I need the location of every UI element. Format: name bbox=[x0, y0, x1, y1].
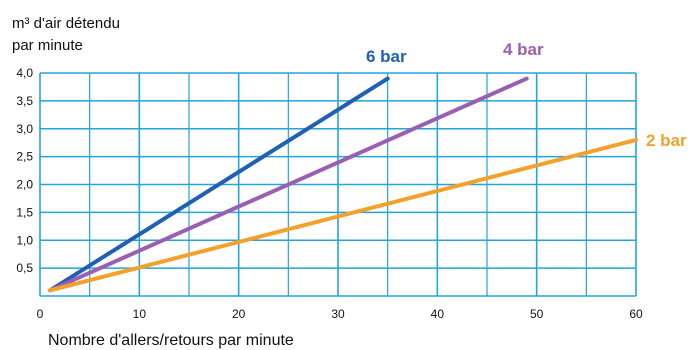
y-tick-label: 3,0 bbox=[16, 122, 33, 136]
tick-labels: 0 10 20 30 40 50 60 0,5 1,0 1,5 2,0 2,5 3,0 3,5 4,0 bbox=[16, 66, 643, 321]
y-tick-label: 1,5 bbox=[16, 205, 33, 219]
x-tick-label: 60 bbox=[629, 307, 643, 321]
x-tick-label: 50 bbox=[530, 307, 544, 321]
x-tick-label: 10 bbox=[133, 307, 147, 321]
x-tick-label: 30 bbox=[331, 307, 345, 321]
y-axis-label-line-1: m³ d'air détendu bbox=[12, 15, 120, 32]
y-axis-label-line-2: par minute bbox=[12, 37, 83, 54]
x-tick-label: 20 bbox=[232, 307, 246, 321]
grid bbox=[39, 72, 637, 297]
series-label-4-bar: 4 bar bbox=[503, 40, 544, 59]
y-tick-label: 4,0 bbox=[16, 66, 33, 80]
y-tick-label: 2,0 bbox=[16, 178, 33, 192]
y-tick-label: 3,5 bbox=[16, 94, 33, 108]
series-labels: 6 bar 4 bar 2 bar bbox=[366, 40, 687, 150]
series-label-6-bar: 6 bar bbox=[366, 47, 407, 66]
x-axis-label: Nombre d'allers/retours par minute bbox=[48, 332, 294, 349]
series-line-6-bar bbox=[47, 76, 390, 293]
y-tick-label: 0,5 bbox=[16, 261, 33, 275]
series-line-4-bar bbox=[47, 76, 529, 293]
x-tick-label: 0 bbox=[37, 307, 44, 321]
x-tick-label: 40 bbox=[431, 307, 445, 321]
series-label-2-bar: 2 bar bbox=[646, 131, 687, 150]
series-line-2-bar bbox=[47, 137, 638, 293]
series-lines bbox=[47, 76, 638, 293]
y-tick-label: 2,5 bbox=[16, 150, 33, 164]
y-tick-label: 1,0 bbox=[16, 233, 33, 247]
